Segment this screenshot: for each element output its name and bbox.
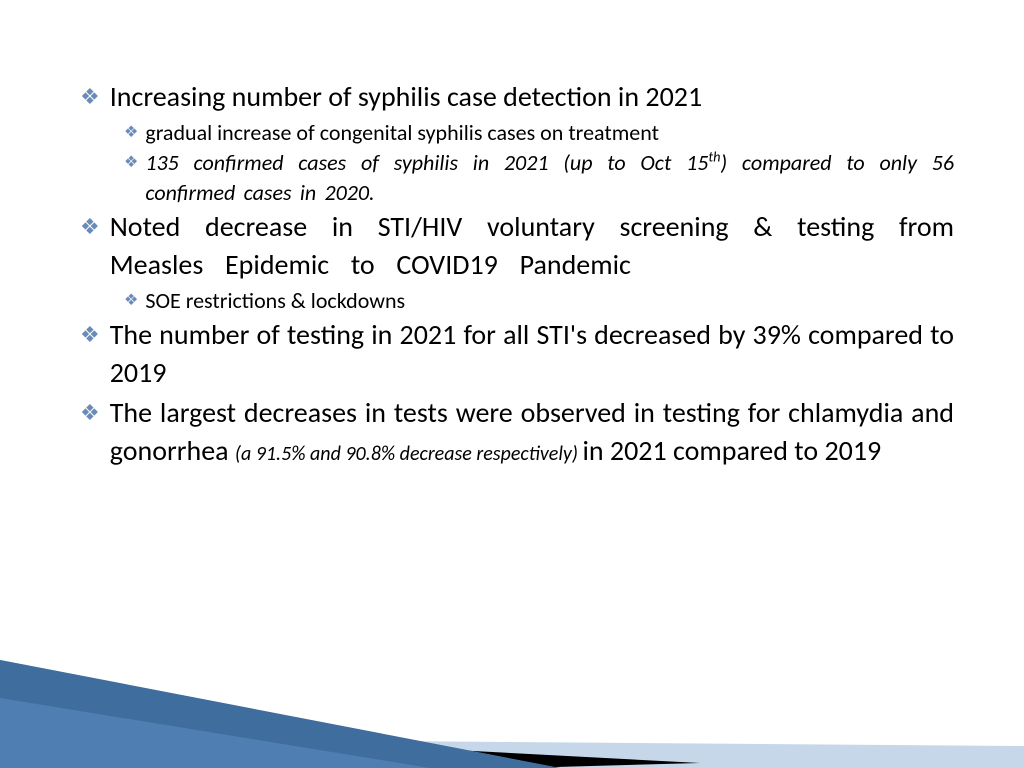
diamond-bullet-icon: ❖ [80,78,100,116]
bullet-item: ❖ The largest decreases in tests were ob… [80,394,954,473]
bullet-text: The largest decreases in tests were obse… [110,394,954,473]
superscript: th [708,148,720,166]
diamond-bullet-icon: ❖ [80,208,100,246]
sub-bullet-text: 135 confirmed cases of syphilis in 2021 … [145,148,954,208]
bullet-text: The number of testing in 2021 for all ST… [110,316,954,392]
bullet-item: ❖ Noted decrease in STI/HIV voluntary sc… [80,208,954,284]
slide-content: ❖ Increasing number of syphilis case det… [80,78,954,475]
bullet-text: Increasing number of syphilis case detec… [110,78,702,116]
sub-bullet-text: SOE restrictions & lockdowns [145,286,405,316]
sub-bullet-text: gradual increase of congenital syphilis … [145,118,659,148]
diamond-bullet-icon: ❖ [124,148,138,178]
text-run-small-italic: (a 91.5% and 90.8% decrease respectively… [235,442,583,466]
diamond-bullet-icon: ❖ [80,394,100,432]
bullet-item: ❖ Increasing number of syphilis case det… [80,78,954,116]
corner-decoration [0,608,1024,768]
sub-bullet-item: ❖ 135 confirmed cases of syphilis in 202… [124,148,954,208]
bullet-item: ❖ The number of testing in 2021 for all … [80,316,954,392]
bullet-text: Noted decrease in STI/HIV voluntary scre… [110,208,954,284]
sub-bullet-item: ❖ gradual increase of congenital syphili… [124,118,954,148]
slide: ❖ Increasing number of syphilis case det… [0,0,1024,768]
text-run: 135 confirmed cases of syphilis in 2021 … [145,149,708,176]
diamond-bullet-icon: ❖ [80,316,100,354]
diamond-bullet-icon: ❖ [124,118,138,148]
sub-bullet-item: ❖ SOE restrictions & lockdowns [124,286,954,316]
text-run: in 2021 compared to 2019 [582,433,881,468]
diamond-bullet-icon: ❖ [124,286,138,316]
